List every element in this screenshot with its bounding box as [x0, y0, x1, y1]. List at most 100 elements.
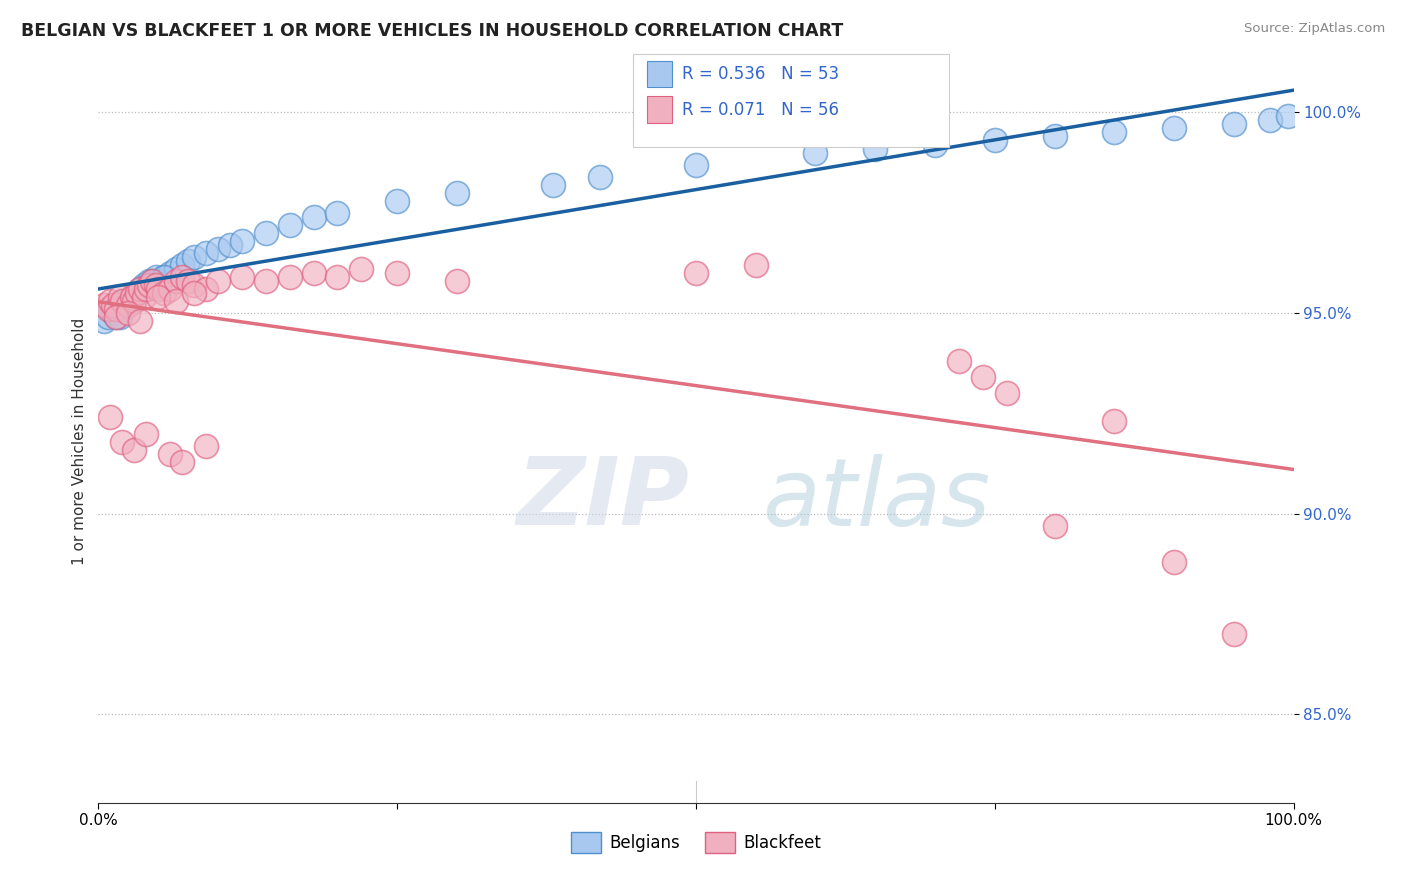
Point [865, 142, 887, 156]
Point [1104, 126, 1126, 140]
Point [446, 274, 468, 288]
Point [924, 137, 946, 152]
Point [117, 306, 139, 320]
Point [207, 274, 229, 288]
Point [129, 314, 152, 328]
Point [121, 290, 143, 304]
Point [159, 282, 181, 296]
Point [685, 158, 707, 172]
Point [1163, 121, 1185, 136]
Point [124, 294, 146, 309]
Point [165, 262, 187, 277]
Point [93, 298, 115, 312]
Point [302, 210, 325, 224]
Point [589, 169, 612, 184]
Point [98, 410, 122, 425]
Point [254, 226, 277, 240]
Point [125, 286, 148, 301]
Point [1277, 110, 1299, 124]
Point [93, 314, 115, 328]
Point [117, 298, 139, 312]
Text: BELGIAN VS BLACKFEET 1 OR MORE VEHICLES IN HOUSEHOLD CORRELATION CHART: BELGIAN VS BLACKFEET 1 OR MORE VEHICLES … [21, 22, 844, 40]
Point [177, 274, 200, 288]
Point [172, 258, 194, 272]
Point [97, 302, 120, 317]
Point [302, 266, 325, 280]
Point [101, 306, 124, 320]
Point [129, 282, 152, 296]
Point [132, 290, 155, 304]
Point [183, 250, 205, 264]
Point [207, 242, 229, 256]
Point [108, 310, 131, 325]
Point [98, 294, 122, 309]
Point [446, 186, 468, 200]
Point [326, 270, 349, 285]
Point [385, 266, 409, 280]
Point [108, 290, 131, 304]
Point [145, 270, 167, 285]
Text: atlas: atlas [762, 454, 990, 545]
Point [165, 274, 187, 288]
Point [121, 290, 143, 304]
Point [138, 274, 160, 288]
Text: ZIP: ZIP [517, 453, 689, 545]
Point [111, 302, 134, 317]
Point [972, 370, 994, 384]
Text: Source: ZipAtlas.com: Source: ZipAtlas.com [1244, 22, 1385, 36]
Text: R = 0.071   N = 56: R = 0.071 N = 56 [682, 101, 839, 119]
Point [101, 298, 124, 312]
Point [148, 282, 170, 296]
Point [111, 294, 134, 309]
Point [685, 266, 707, 280]
Point [1163, 555, 1185, 569]
Point [278, 270, 301, 285]
Y-axis label: 1 or more Vehicles in Household: 1 or more Vehicles in Household [72, 318, 87, 566]
Point [195, 246, 218, 260]
Point [135, 426, 157, 441]
Point [117, 298, 139, 312]
Point [153, 270, 176, 285]
Point [105, 302, 128, 317]
Point [135, 282, 157, 296]
Point [135, 282, 157, 296]
Point [1104, 415, 1126, 429]
Point [105, 298, 128, 312]
Point [138, 278, 160, 293]
Point [132, 278, 155, 293]
Point [111, 434, 134, 449]
Point [541, 178, 564, 192]
Point [984, 134, 1007, 148]
Point [129, 282, 152, 296]
Point [105, 310, 128, 325]
Point [141, 278, 163, 293]
Point [1043, 129, 1066, 144]
Point [195, 282, 218, 296]
Point [153, 286, 176, 301]
Point [231, 270, 253, 285]
Point [326, 206, 349, 220]
Point [278, 218, 301, 232]
Point [159, 446, 181, 460]
Point [124, 294, 146, 309]
Point [105, 310, 128, 325]
Point [804, 145, 827, 160]
Point [165, 294, 187, 309]
Point [385, 194, 409, 208]
Point [148, 274, 170, 288]
Point [195, 439, 218, 453]
Point [1258, 113, 1281, 128]
Point [148, 290, 170, 304]
Point [1043, 519, 1066, 533]
Point [129, 282, 152, 296]
Text: R = 0.536   N = 53: R = 0.536 N = 53 [682, 65, 839, 83]
Legend: Belgians, Blackfeet: Belgians, Blackfeet [564, 826, 828, 860]
Point [98, 302, 122, 317]
Point [153, 270, 176, 285]
Point [1223, 627, 1246, 641]
Point [745, 258, 768, 272]
Point [145, 278, 167, 293]
Point [995, 386, 1018, 401]
Point [183, 286, 205, 301]
Point [219, 238, 242, 252]
